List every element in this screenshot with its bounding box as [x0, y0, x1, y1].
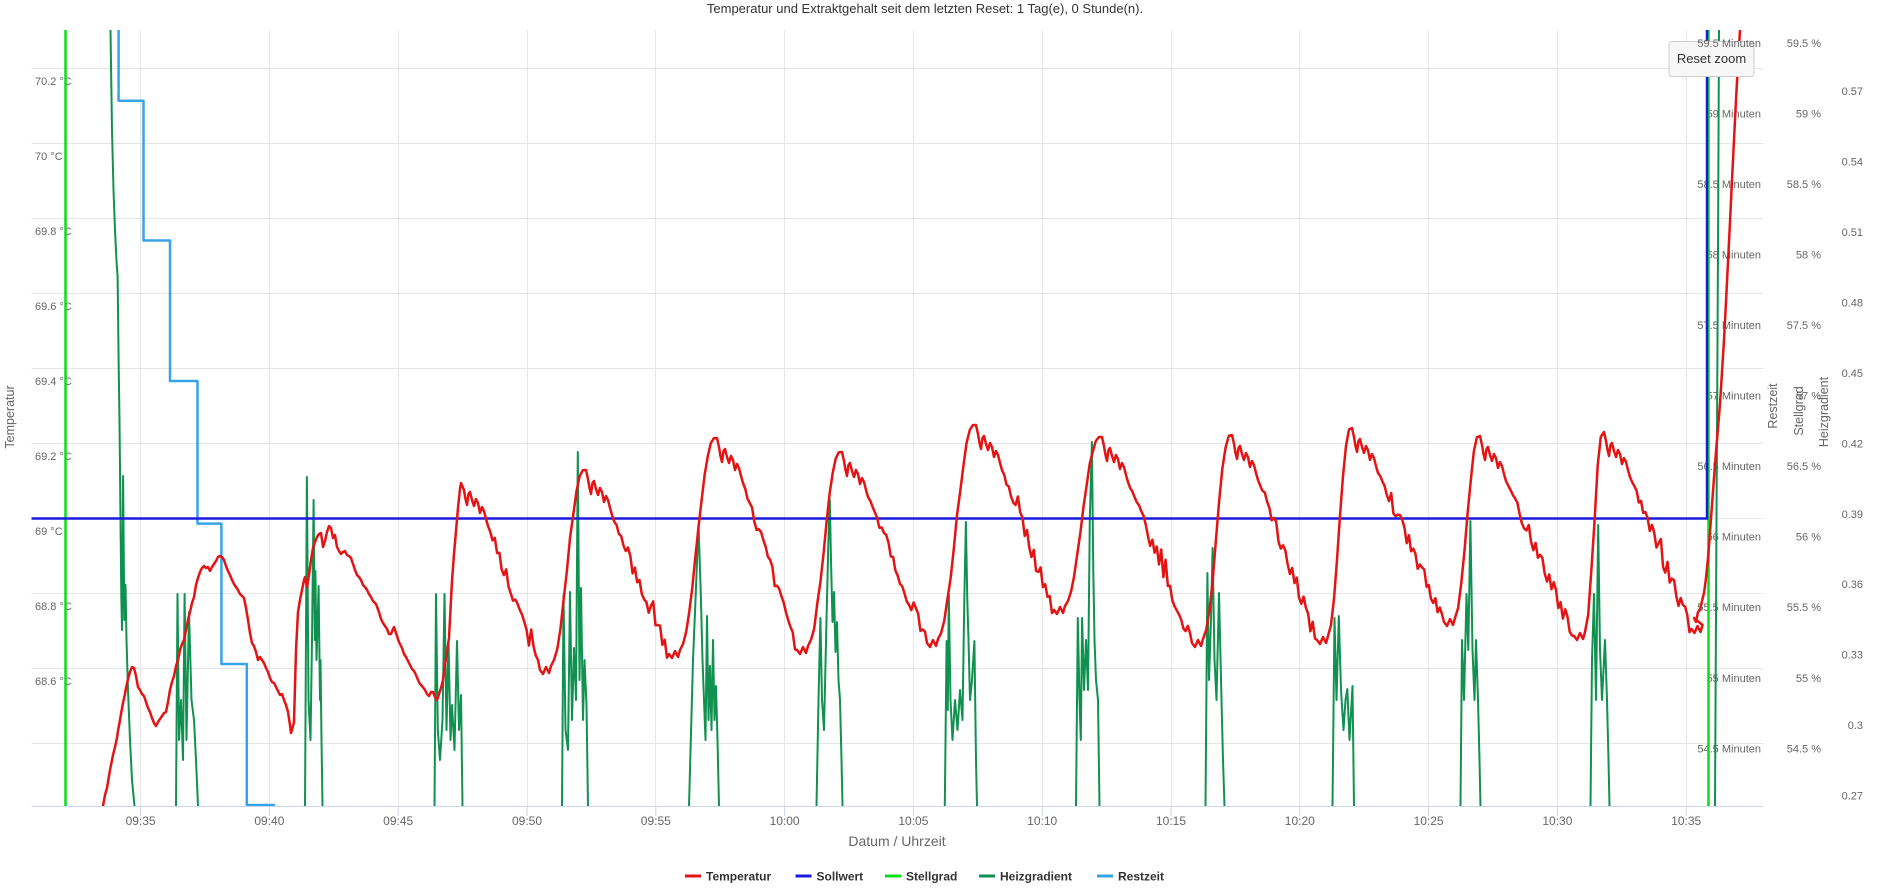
- svg-text:Stellgrad: Stellgrad: [906, 870, 957, 884]
- svg-text:56 Minuten: 56 Minuten: [1707, 532, 1761, 544]
- svg-text:0.27: 0.27: [1842, 791, 1863, 803]
- svg-text:0.45: 0.45: [1842, 368, 1863, 380]
- svg-text:59.5 %: 59.5 %: [1787, 38, 1821, 50]
- svg-text:0.3: 0.3: [1848, 720, 1863, 732]
- svg-text:55.5 Minuten: 55.5 Minuten: [1697, 602, 1761, 614]
- svg-text:54.5 Minuten: 54.5 Minuten: [1697, 743, 1761, 755]
- svg-text:10:20: 10:20: [1285, 814, 1315, 828]
- svg-text:56.5 Minuten: 56.5 Minuten: [1697, 461, 1761, 473]
- svg-text:Sollwert: Sollwert: [817, 870, 864, 884]
- svg-text:58.5 Minuten: 58.5 Minuten: [1697, 179, 1761, 191]
- svg-text:0.48: 0.48: [1842, 297, 1863, 309]
- svg-text:Temperatur: Temperatur: [706, 870, 771, 884]
- svg-text:56 %: 56 %: [1796, 532, 1821, 544]
- svg-text:0.51: 0.51: [1842, 227, 1863, 239]
- svg-text:55 %: 55 %: [1796, 673, 1821, 685]
- svg-text:69 °C: 69 °C: [35, 526, 63, 538]
- svg-text:59 %: 59 %: [1796, 108, 1821, 120]
- svg-text:09:45: 09:45: [383, 814, 413, 828]
- svg-text:57 Minuten: 57 Minuten: [1707, 391, 1761, 403]
- svg-text:69.6 °C: 69.6 °C: [35, 301, 72, 313]
- svg-text:10:35: 10:35: [1671, 814, 1701, 828]
- svg-text:70.2 °C: 70.2 °C: [35, 76, 72, 88]
- svg-text:10:30: 10:30: [1542, 814, 1572, 828]
- svg-text:10:25: 10:25: [1414, 814, 1444, 828]
- svg-text:0.54: 0.54: [1842, 157, 1863, 169]
- svg-text:70 °C: 70 °C: [35, 151, 63, 163]
- svg-text:Restzeit: Restzeit: [1766, 383, 1780, 429]
- svg-text:0.36: 0.36: [1842, 579, 1863, 591]
- svg-text:0.57: 0.57: [1842, 86, 1863, 98]
- svg-text:Temperatur und Extraktgehalt s: Temperatur und Extraktgehalt seit dem le…: [707, 1, 1143, 16]
- svg-text:Heizgradient: Heizgradient: [1000, 870, 1072, 884]
- svg-text:Reset zoom: Reset zoom: [1677, 51, 1746, 66]
- svg-text:Restzeit: Restzeit: [1118, 870, 1164, 884]
- svg-text:09:55: 09:55: [641, 814, 671, 828]
- svg-text:55 Minuten: 55 Minuten: [1707, 673, 1761, 685]
- svg-text:54.5 %: 54.5 %: [1787, 743, 1821, 755]
- svg-text:Temperatur: Temperatur: [3, 385, 17, 448]
- svg-text:10:15: 10:15: [1156, 814, 1186, 828]
- svg-text:57.5 Minuten: 57.5 Minuten: [1697, 320, 1761, 332]
- svg-text:59 Minuten: 59 Minuten: [1707, 108, 1761, 120]
- svg-text:55.5 %: 55.5 %: [1787, 602, 1821, 614]
- svg-text:57 %: 57 %: [1796, 391, 1821, 403]
- svg-text:0.42: 0.42: [1842, 438, 1863, 450]
- svg-text:58 Minuten: 58 Minuten: [1707, 249, 1761, 261]
- svg-text:10:05: 10:05: [898, 814, 928, 828]
- svg-text:10:00: 10:00: [770, 814, 800, 828]
- svg-text:10:10: 10:10: [1027, 814, 1057, 828]
- svg-text:0.33: 0.33: [1842, 650, 1863, 662]
- svg-text:58 %: 58 %: [1796, 249, 1821, 261]
- svg-text:69.4 °C: 69.4 °C: [35, 376, 72, 388]
- svg-text:68.8 °C: 68.8 °C: [35, 601, 72, 613]
- svg-text:58.5 %: 58.5 %: [1787, 179, 1821, 191]
- svg-text:09:35: 09:35: [126, 814, 156, 828]
- svg-text:Stellgrad: Stellgrad: [1792, 386, 1806, 435]
- svg-text:69.2 °C: 69.2 °C: [35, 451, 72, 463]
- svg-text:Heizgradient: Heizgradient: [1817, 376, 1831, 447]
- svg-text:59.5 Minuten: 59.5 Minuten: [1697, 38, 1761, 50]
- svg-text:09:50: 09:50: [512, 814, 542, 828]
- svg-text:Datum / Uhrzeit: Datum / Uhrzeit: [848, 833, 945, 849]
- svg-text:09:40: 09:40: [254, 814, 284, 828]
- svg-text:57.5 %: 57.5 %: [1787, 320, 1821, 332]
- svg-text:56.5 %: 56.5 %: [1787, 461, 1821, 473]
- svg-text:0.39: 0.39: [1842, 509, 1863, 521]
- svg-text:69.8 °C: 69.8 °C: [35, 226, 72, 238]
- svg-text:68.6 °C: 68.6 °C: [35, 676, 72, 688]
